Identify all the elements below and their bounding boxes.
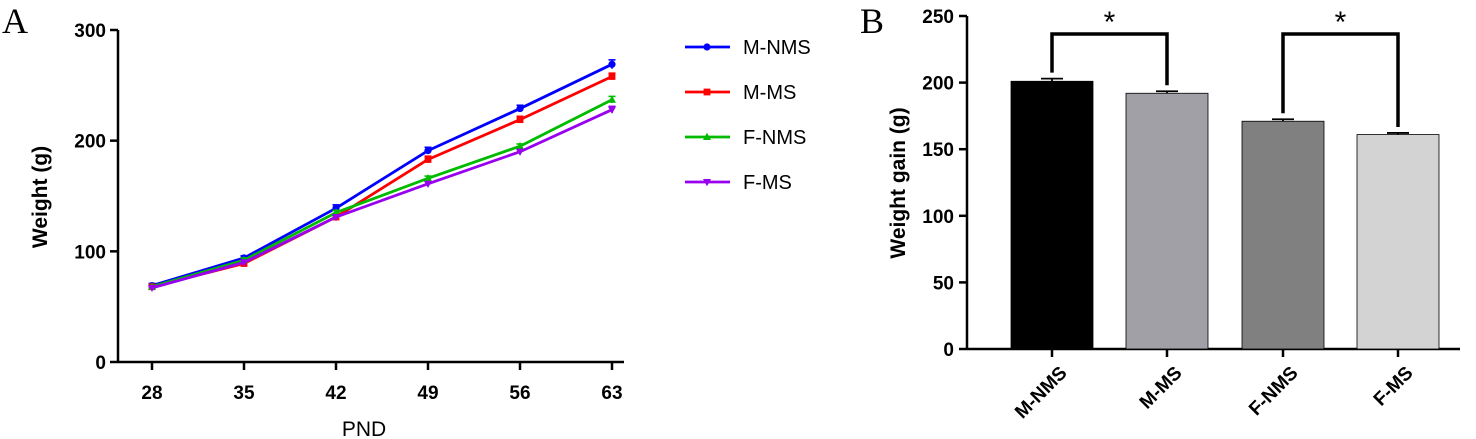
y-tick-label-b: 250	[922, 7, 954, 28]
x-axis-title-a: PND	[342, 418, 386, 439]
x-tick-label-a: 42	[325, 383, 346, 404]
legend-marker-m-ms	[703, 88, 711, 96]
bar-m-ms	[1125, 92, 1209, 350]
data-point-f-nms	[608, 95, 616, 103]
y-axis-title-a: Weight (g)	[29, 146, 52, 248]
significance-star-1: *	[1104, 6, 1116, 39]
y-tick-label-a: 300	[74, 21, 106, 42]
y-tick-label-a: 200	[74, 132, 106, 153]
y-tick-label-b: 100	[922, 207, 954, 228]
legend-item-m-nms: M-NMS	[685, 37, 811, 59]
x-tick-label-a: 28	[141, 383, 162, 404]
significance-bracket-2: *	[1281, 6, 1400, 127]
legend-item-f-ms: F-MS	[685, 172, 792, 194]
x-tick-label-a: 63	[601, 383, 622, 404]
data-point-f-nms	[424, 174, 432, 182]
y-tick-label-a: 0	[95, 353, 106, 374]
series-f-nms	[148, 95, 616, 290]
panel-letter-a: A	[2, 1, 28, 41]
series-f-ms	[148, 105, 616, 293]
series-line-m-ms	[151, 75, 613, 289]
legend-label-m-nms: M-NMS	[743, 37, 811, 59]
legend-marker-m-nms	[703, 43, 711, 51]
x-tick-label-a: 56	[509, 383, 530, 404]
y-tick-label-b: 0	[943, 340, 954, 361]
data-point-f-ms	[424, 180, 432, 189]
bar-f-ms	[1356, 134, 1440, 350]
data-point-f-ms	[332, 214, 340, 222]
y-axis-title-b: Weight gain (g)	[887, 107, 910, 258]
x-tick-label-f-nms: F-NMS	[1245, 363, 1302, 420]
series-m-ms	[148, 72, 616, 291]
data-point-m-ms	[608, 73, 616, 80]
legend-label-m-ms: M-MS	[743, 82, 796, 104]
panel-letter-b: B	[860, 1, 884, 41]
significance-bracket-1: *	[1050, 6, 1169, 86]
legend-marker-f-nms	[703, 132, 711, 140]
y-tick-label-b: 150	[922, 140, 954, 161]
data-point-f-nms	[332, 208, 340, 216]
data-point-m-ms	[424, 156, 432, 163]
bar-f-nms	[1241, 120, 1325, 350]
x-tick-label-f-ms: F-MS	[1370, 363, 1418, 411]
data-point-m-nms	[608, 60, 616, 68]
series-line-m-nms	[151, 63, 613, 287]
series-m-nms	[148, 59, 616, 290]
data-point-m-ms	[516, 116, 524, 124]
legend-label-f-ms: F-MS	[743, 172, 792, 194]
legend-item-m-ms: M-MS	[685, 82, 796, 104]
line-chart-panel-a: Weight (g) PND 0 100 200 300 28 35 42 49 56 63 M-…	[29, 21, 811, 439]
significance-star-2: *	[1335, 6, 1347, 39]
data-point-f-ms	[608, 106, 616, 114]
bar-m-nms	[1010, 80, 1094, 350]
bracket-line-2	[1281, 32, 1400, 127]
x-tick-label-a: 49	[417, 383, 438, 404]
legend-label-f-nms: F-NMS	[743, 127, 806, 149]
data-point-f-ms	[240, 259, 248, 267]
y-tick-label-b: 50	[933, 273, 954, 294]
data-point-m-nms	[516, 104, 524, 113]
data-point-f-nms	[516, 142, 524, 150]
legend-marker-f-ms	[703, 179, 711, 187]
y-tick-label-b: 200	[922, 74, 954, 95]
data-point-f-ms	[516, 148, 524, 156]
bar-chart-panel-b: Weight gain (g) 0 50 100 150 200 250 M-NMS M-MS…	[887, 6, 1460, 423]
x-tick-label-m-ms: M-MS	[1136, 363, 1187, 414]
x-tick-label-m-nms: M-NMS	[1011, 363, 1071, 423]
data-point-f-ms	[148, 284, 156, 293]
data-point-m-nms	[424, 147, 432, 155]
y-tick-label-a: 100	[74, 242, 106, 263]
bracket-line-1	[1050, 32, 1169, 86]
series-line-f-nms	[151, 98, 613, 289]
legend-item-f-nms: F-NMS	[685, 127, 806, 149]
x-tick-label-a: 35	[233, 383, 255, 404]
series-line-f-ms	[151, 108, 613, 290]
